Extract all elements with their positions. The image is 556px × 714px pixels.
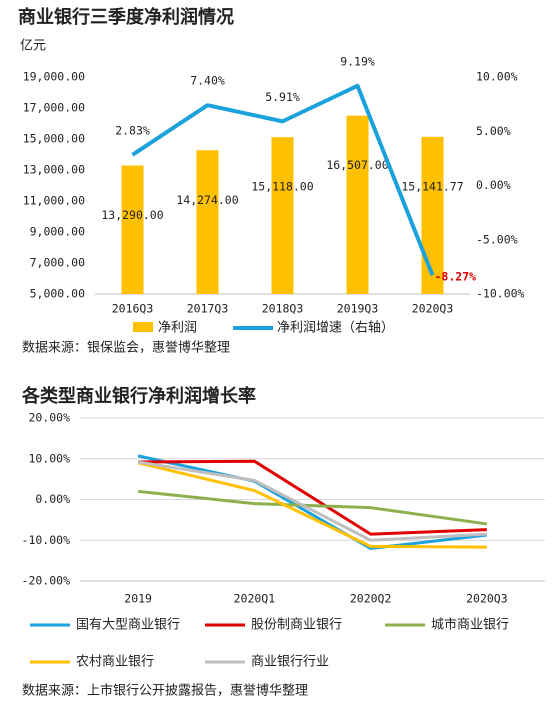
bar	[346, 115, 369, 294]
y2-tick-label: -5.00%	[476, 232, 518, 246]
bar-label: 15,118.00	[251, 180, 313, 194]
chart-title: 各类型商业银行净利润增长率	[21, 385, 256, 407]
x-tick-label: 2019	[124, 592, 152, 606]
x-tick-label: 2019Q3	[337, 302, 379, 316]
y-tick-label: 17,000.00	[23, 101, 85, 115]
legend-label: 城市商业银行	[431, 617, 509, 633]
y-tick-label: 13,000.00	[23, 163, 85, 177]
y2-tick-label: -10.00%	[476, 287, 525, 301]
line	[131, 83, 435, 276]
line-label: 5.91%	[265, 90, 300, 104]
bar	[271, 137, 294, 294]
y2-tick-label: 5.00%	[476, 124, 511, 138]
source: 数据来源：上市银行公开披露报告，惠誉博华整理	[22, 683, 308, 699]
bar-label: 14,274.00	[176, 193, 238, 207]
y-tick-label: 9,000.00	[30, 225, 85, 239]
x-tick-label: 2016Q3	[112, 302, 154, 316]
source: 数据来源：银保监会，惠誉博华整理	[22, 341, 230, 356]
bar-label: 13,290.00	[101, 208, 163, 222]
x-tick-label: 2018Q3	[262, 302, 304, 316]
bar-label: 16,507.00	[326, 158, 388, 172]
line	[137, 460, 487, 542]
line-label: -8.27%	[435, 270, 477, 284]
legend-label: 股份制商业银行	[251, 618, 342, 633]
legend-label: 国有大型商业银行	[76, 618, 180, 633]
y-tick-label: 20.00%	[28, 411, 70, 425]
x-tick-label: 2017Q3	[187, 302, 229, 316]
bar	[121, 165, 144, 294]
bar	[421, 136, 444, 294]
y-tick-label: 11,000.00	[23, 194, 85, 208]
x-tick-label: 2020Q3	[412, 302, 454, 316]
y-tick-label: 10.00%	[28, 451, 70, 465]
line-label: 7.40%	[190, 74, 225, 88]
line-label: 2.83%	[115, 123, 150, 137]
y2-tick-label: 0.00%	[476, 178, 511, 192]
line	[138, 459, 487, 536]
y-tick-label: 0.00%	[35, 492, 70, 506]
y-tick-label: -10.00%	[22, 533, 71, 547]
legend-label: 商业银行行业	[251, 655, 329, 670]
x-tick-label: 2020Q3	[466, 592, 508, 606]
y-tick-label: -20.00%	[22, 574, 71, 588]
bar	[196, 150, 219, 294]
x-tick-label: 2020Q1	[234, 592, 276, 606]
legend-swatch	[133, 322, 153, 332]
line	[137, 489, 488, 526]
y-tick-label: 5,000.00	[30, 287, 85, 301]
line	[137, 454, 488, 550]
y-tick-label: 15,000.00	[23, 132, 85, 146]
unit-label: 亿元	[20, 39, 46, 54]
legend-label: 净利润增速（右轴）	[277, 321, 394, 336]
y-tick-label: 7,000.00	[30, 256, 85, 270]
bar-label: 15,141.77	[401, 179, 463, 193]
legend-label: 农村商业银行	[76, 655, 154, 670]
line-label: 9.19%	[340, 54, 375, 68]
y2-tick-label: 10.00%	[476, 70, 518, 84]
legend-label: 净利润	[158, 321, 197, 336]
line	[137, 461, 487, 549]
x-tick-label: 2020Q2	[350, 592, 392, 606]
chart-title: 商业银行三季度净利润情况	[18, 6, 234, 28]
y-tick-label: 19,000.00	[23, 70, 85, 84]
